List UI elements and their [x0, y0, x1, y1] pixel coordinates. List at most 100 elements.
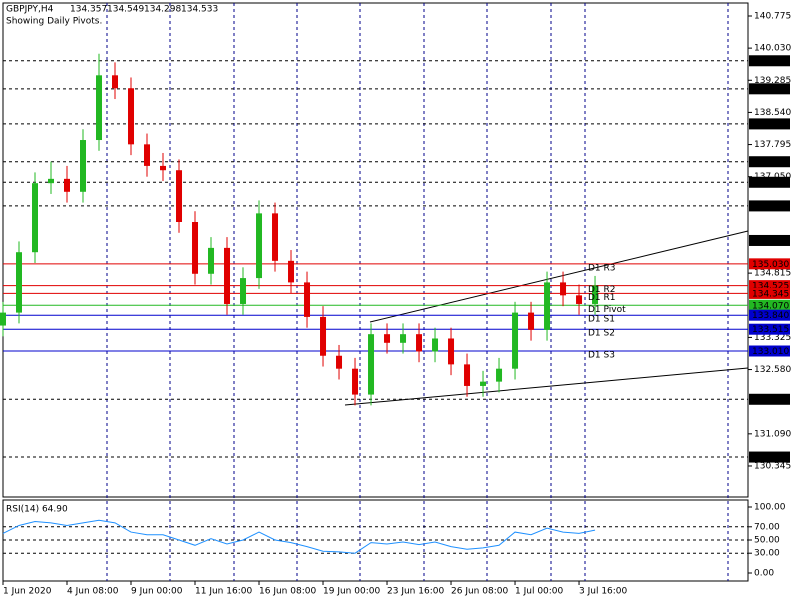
candle-body [304, 282, 311, 317]
candle-body [368, 334, 375, 395]
pivot-name: D1 S1 [588, 315, 615, 325]
pivot-name: D1 R2 [588, 285, 616, 295]
price-box [749, 451, 790, 463]
candle-body [176, 170, 183, 222]
price-box [749, 309, 790, 321]
y-tick-label: 131.090 [754, 429, 791, 439]
price-box [749, 299, 790, 311]
candle-body [272, 213, 279, 261]
price-box [749, 118, 790, 130]
candle-body [544, 282, 551, 330]
y-tick-label: 139.285 [754, 76, 791, 86]
candle-body [0, 312, 6, 326]
price-box [749, 156, 790, 168]
price-box-label: 133.840 [752, 311, 789, 321]
candle-body [512, 312, 519, 369]
y-tick-label: 133.325 [754, 333, 791, 343]
candle-body [144, 144, 151, 166]
price-box-label: 136.373 [752, 202, 789, 212]
pivot-name: D1 R1 [588, 293, 616, 303]
candle-body [80, 140, 87, 192]
price-box [749, 258, 790, 270]
y-tick-label: 138.540 [754, 108, 791, 118]
candle-body [336, 355, 343, 369]
price-box [749, 200, 790, 212]
candle-body [192, 221, 199, 274]
price-box-label: 133.010 [752, 347, 789, 357]
symbol: GBPJPY,H4 [6, 5, 54, 15]
price-box [749, 176, 790, 188]
y-tick-label: 134.815 [754, 269, 791, 279]
candle-body [592, 285, 599, 304]
candle-body [320, 316, 327, 356]
candle-body [288, 260, 295, 283]
x-tick-label: 16 Jun 08:00 [259, 587, 316, 597]
price-box-label: 137.397 [752, 158, 789, 168]
price-box-label: 139.087 [752, 85, 789, 95]
price-box-label: 134.070 [752, 301, 789, 311]
candle-body [528, 312, 535, 330]
pivot-name: D1 S3 [588, 351, 615, 361]
candle-body [496, 368, 503, 382]
rsi-tick-label: 0.00 [754, 569, 774, 579]
trend-line [369, 230, 749, 323]
candle-body [128, 88, 135, 145]
x-tick-label: 3 Jul 16:00 [579, 587, 628, 597]
candle-body [576, 295, 583, 304]
x-tick-label: 23 Jun 16:00 [387, 587, 444, 597]
candle-body [352, 368, 359, 395]
x-tick-label: 4 Jun 08:00 [67, 587, 119, 597]
main-panel [2, 2, 749, 498]
x-tick-label: 19 Jun 00:00 [323, 587, 380, 597]
candle-body [208, 247, 215, 274]
rsi-tick-label: 30.00 [754, 549, 780, 559]
rsi-tick-label: 50.00 [754, 536, 780, 546]
pivot-name: D1 Pivot [588, 305, 626, 315]
price-box [749, 280, 790, 292]
price-box [749, 345, 790, 357]
price-box-label: 135.030 [752, 260, 789, 270]
candle-body [96, 75, 103, 141]
price-box [749, 393, 790, 405]
quote-value: 134.549 [107, 5, 144, 15]
candle-body [240, 278, 247, 304]
candle-body [48, 178, 55, 184]
rsi-tick-label: 100.00 [754, 503, 786, 513]
rsi-title: RSI(14) 64.90 [6, 505, 68, 515]
candle-body [224, 247, 231, 304]
candle-body [384, 334, 391, 343]
x-tick-label: 1 Jun 2020 [3, 587, 52, 597]
price-box-label: 136.921 [752, 178, 789, 188]
y-tick-label: 132.580 [754, 365, 791, 375]
quote-value: 134.533 [181, 5, 218, 15]
price-box-label: 131.891 [752, 395, 789, 405]
pivot-name: D1 R3 [588, 263, 616, 273]
candle-body [32, 183, 39, 253]
y-tick-label: 140.030 [754, 44, 791, 54]
price-box-label: 130.552 [752, 453, 789, 463]
price-box [749, 323, 790, 335]
plot-layer [0, 53, 748, 458]
quote-value: 134.357 [70, 5, 107, 15]
quote-value: 134.298 [144, 5, 181, 15]
candle-body [256, 213, 263, 279]
price-box-label: 139.737 [752, 57, 789, 67]
candle-body [560, 282, 567, 296]
y-tick-label: 140.775 [754, 11, 791, 21]
candle-body [16, 252, 23, 313]
x-tick-label: 26 Jun 08:00 [451, 587, 508, 597]
pivot-name: D1 S2 [588, 329, 615, 339]
y-tick-label: 130.345 [754, 461, 791, 471]
rsi-tick-label: 70.00 [754, 522, 780, 532]
y-tick-label: 137.795 [754, 140, 791, 150]
price-box [749, 83, 790, 95]
candle-body [448, 338, 455, 365]
candle-body [432, 338, 439, 352]
price-box [749, 55, 790, 67]
candle-body [416, 334, 423, 352]
price-box-label: 133.515 [752, 325, 789, 335]
x-tick-label: 1 Jul 00:00 [515, 587, 564, 597]
candle-body [160, 165, 167, 171]
